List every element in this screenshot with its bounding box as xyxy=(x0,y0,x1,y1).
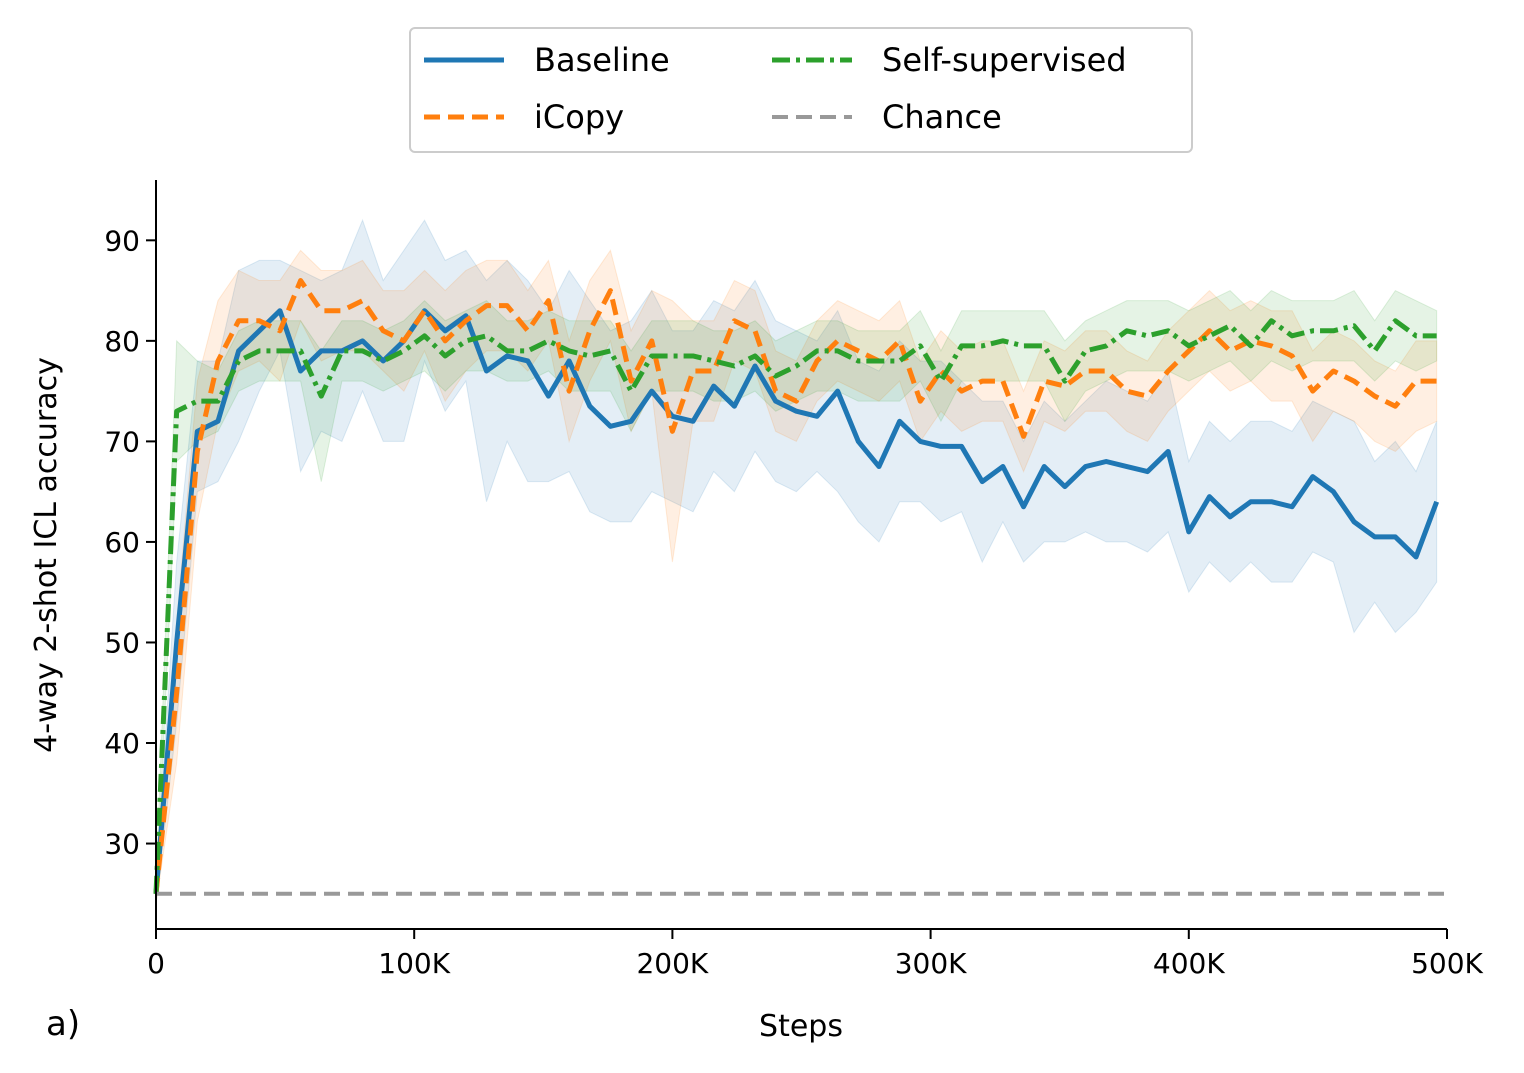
confidence-bands xyxy=(155,218,1438,904)
x-tick-label: 400K xyxy=(1153,947,1225,980)
band-icopy xyxy=(155,249,1438,904)
y-tick-label: 60 xyxy=(104,526,140,559)
x-tick-label: 500K xyxy=(1411,947,1483,980)
y-tick-label: 90 xyxy=(104,224,140,257)
line-baseline xyxy=(153,308,1440,895)
y-tick-label: 40 xyxy=(104,727,140,760)
line-self-supervised xyxy=(153,318,1437,894)
y-ticks: 30 40 50 60 70 80 90 xyxy=(104,224,156,861)
legend-label-self-supervised: Self-supervised xyxy=(882,41,1127,79)
line-icopy xyxy=(153,278,1437,895)
x-tick-label: 100K xyxy=(378,947,450,980)
x-ticks: 0 100K 200K 300K 400K 500K xyxy=(147,929,1484,980)
legend: Baseline iCopy Self-supervised Chance xyxy=(409,27,1193,153)
y-tick-label: 80 xyxy=(104,325,140,358)
panel-label: a) xyxy=(46,1004,80,1044)
y-axis-label: 4-way 2-shot ICL accuracy xyxy=(29,357,64,753)
x-tick-label: 200K xyxy=(636,947,708,980)
y-tick-label: 30 xyxy=(104,828,140,861)
legend-frame xyxy=(409,27,1193,153)
y-tick-label: 50 xyxy=(104,626,140,659)
series-lines xyxy=(153,278,1447,896)
x-axis-label: Steps xyxy=(759,1009,843,1044)
x-tick-label: 300K xyxy=(895,947,967,980)
y-tick-label: 70 xyxy=(104,425,140,458)
band-baseline xyxy=(155,218,1438,904)
legend-label-icopy: iCopy xyxy=(534,98,624,136)
legend-label-chance: Chance xyxy=(882,98,1002,136)
x-tick-label: 0 xyxy=(147,947,165,980)
legend-label-baseline: Baseline xyxy=(534,41,670,79)
